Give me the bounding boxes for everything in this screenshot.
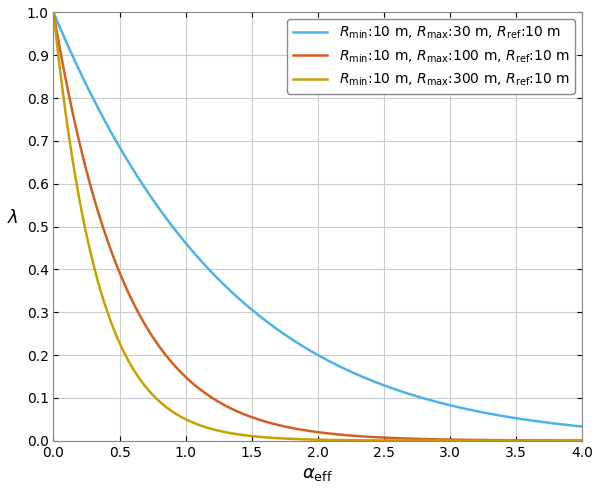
Y-axis label: $\lambda$: $\lambda$ [7, 209, 19, 226]
$R_{\min}$:10 m, $R_{\max}$:300 m, $R_{\mathrm{ref}}$:10 m [242, 432, 249, 438]
Line: $R_{\min}$:10 m, $R_{\max}$:300 m, $R_{\mathrm{ref}}$:10 m: $R_{\min}$:10 m, $R_{\max}$:300 m, $R_{\… [53, 12, 582, 441]
$R_{\min}$:10 m, $R_{\max}$:300 m, $R_{\mathrm{ref}}$:10 m [180, 416, 187, 421]
$R_{\min}$:10 m, $R_{\max}$:100 m, $R_{\mathrm{ref}}$:10 m [180, 372, 187, 378]
$R_{\min}$:10 m, $R_{\max}$:30 m, $R_{\mathrm{ref}}$:10 m [50, 9, 57, 15]
$R_{\min}$:10 m, $R_{\max}$:30 m, $R_{\mathrm{ref}}$:10 m [578, 423, 586, 429]
X-axis label: $\alpha_{\mathrm{eff}}$: $\alpha_{\mathrm{eff}}$ [302, 465, 333, 483]
$R_{\min}$:10 m, $R_{\max}$:100 m, $R_{\mathrm{ref}}$:10 m [390, 435, 397, 441]
Line: $R_{\min}$:10 m, $R_{\max}$:100 m, $R_{\mathrm{ref}}$:10 m: $R_{\min}$:10 m, $R_{\max}$:100 m, $R_{\… [53, 12, 582, 441]
$R_{\min}$:10 m, $R_{\max}$:100 m, $R_{\mathrm{ref}}$:10 m [50, 9, 57, 15]
Line: $R_{\min}$:10 m, $R_{\max}$:30 m, $R_{\mathrm{ref}}$:10 m: $R_{\min}$:10 m, $R_{\max}$:30 m, $R_{\m… [53, 12, 582, 426]
$R_{\min}$:10 m, $R_{\max}$:100 m, $R_{\mathrm{ref}}$:10 m [397, 435, 404, 441]
$R_{\min}$:10 m, $R_{\max}$:300 m, $R_{\mathrm{ref}}$:10 m [487, 438, 494, 443]
$R_{\min}$:10 m, $R_{\max}$:30 m, $R_{\mathrm{ref}}$:10 m [487, 411, 494, 417]
$R_{\min}$:10 m, $R_{\max}$:100 m, $R_{\mathrm{ref}}$:10 m [242, 412, 249, 417]
$R_{\min}$:10 m, $R_{\max}$:300 m, $R_{\mathrm{ref}}$:10 m [390, 438, 397, 443]
$R_{\min}$:10 m, $R_{\max}$:300 m, $R_{\mathrm{ref}}$:10 m [203, 424, 210, 430]
$R_{\min}$:10 m, $R_{\max}$:30 m, $R_{\mathrm{ref}}$:10 m [180, 238, 187, 244]
$R_{\min}$:10 m, $R_{\max}$:300 m, $R_{\mathrm{ref}}$:10 m [578, 438, 586, 443]
$R_{\min}$:10 m, $R_{\max}$:100 m, $R_{\mathrm{ref}}$:10 m [487, 437, 494, 443]
$R_{\min}$:10 m, $R_{\max}$:30 m, $R_{\mathrm{ref}}$:10 m [390, 386, 397, 392]
$R_{\min}$:10 m, $R_{\max}$:30 m, $R_{\mathrm{ref}}$:10 m [203, 264, 210, 270]
$R_{\min}$:10 m, $R_{\max}$:100 m, $R_{\mathrm{ref}}$:10 m [578, 438, 586, 443]
$R_{\min}$:10 m, $R_{\max}$:30 m, $R_{\mathrm{ref}}$:10 m [397, 388, 404, 394]
Legend: $R_{\min}$:10 m, $R_{\max}$:30 m, $R_{\mathrm{ref}}$:10 m, $R_{\min}$:10 m, $R_{: $R_{\min}$:10 m, $R_{\max}$:30 m, $R_{\m… [287, 20, 575, 94]
$R_{\min}$:10 m, $R_{\max}$:30 m, $R_{\mathrm{ref}}$:10 m [242, 301, 249, 307]
$R_{\min}$:10 m, $R_{\max}$:100 m, $R_{\mathrm{ref}}$:10 m [203, 391, 210, 397]
$R_{\min}$:10 m, $R_{\max}$:300 m, $R_{\mathrm{ref}}$:10 m [50, 9, 57, 15]
$R_{\min}$:10 m, $R_{\max}$:300 m, $R_{\mathrm{ref}}$:10 m [397, 438, 404, 443]
